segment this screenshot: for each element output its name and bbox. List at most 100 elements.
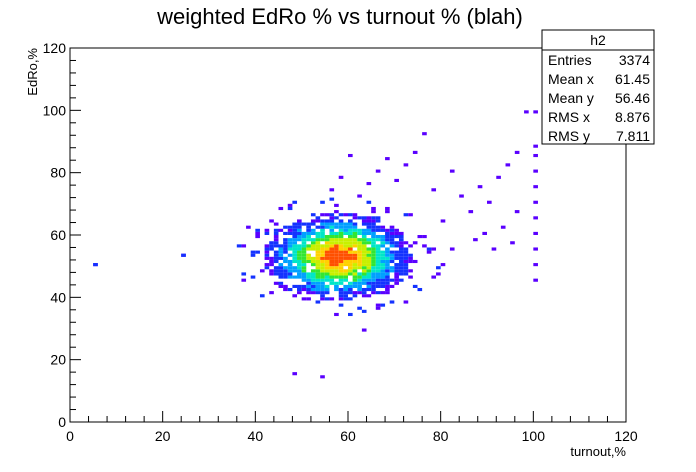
- heatmap-bin: [361, 244, 367, 248]
- heatmap-bin: [292, 269, 298, 273]
- heatmap-bin: [371, 287, 376, 292]
- heatmap-bin: [408, 259, 413, 264]
- heatmap-bin: [380, 250, 386, 254]
- heatmap-bin: [352, 228, 358, 232]
- heatmap-bin: [380, 238, 386, 242]
- heatmap-bin: [343, 294, 348, 298]
- heatmap-bin: [297, 272, 302, 276]
- heatmap-bin: [338, 291, 344, 295]
- heatmap-bin: [338, 250, 344, 254]
- heatmap-bin: [320, 375, 325, 379]
- heatmap-bin: [310, 244, 316, 248]
- heatmap-bin: [352, 225, 358, 229]
- heatmap-bin: [334, 284, 339, 288]
- heatmap-bin: [283, 238, 288, 242]
- heatmap-bin: [352, 275, 358, 279]
- heatmap-bin: [533, 185, 538, 189]
- heatmap-bin: [315, 275, 321, 279]
- heatmap-bin: [375, 272, 381, 276]
- heatmap-bin: [283, 275, 288, 279]
- heatmap-bin: [385, 253, 390, 257]
- heatmap-bin: [357, 244, 362, 248]
- heatmap-bin: [375, 303, 381, 307]
- heatmap-bin: [310, 256, 316, 260]
- heatmap-bin: [320, 228, 325, 232]
- heatmap-bin: [338, 297, 344, 301]
- heatmap-bin: [315, 225, 321, 229]
- heatmap-bin: [348, 225, 353, 229]
- heatmap-bin: [366, 269, 372, 273]
- heatmap-bin: [320, 244, 325, 248]
- heatmap-bin: [357, 238, 362, 242]
- heatmap-bin: [361, 256, 367, 260]
- heatmap-bin: [380, 272, 386, 276]
- heatmap-bin: [269, 263, 274, 267]
- heatmap-bin: [273, 238, 279, 242]
- heatmap-bin: [338, 175, 344, 179]
- heatmap-bin: [292, 222, 298, 226]
- heatmap-bin: [315, 250, 321, 254]
- heatmap-bin: [292, 200, 298, 204]
- heatmap-bin: [348, 272, 353, 276]
- heatmap-bin: [301, 247, 307, 251]
- heatmap-bin: [334, 216, 339, 220]
- heatmap-bin: [385, 287, 390, 292]
- heatmap-bin: [352, 238, 358, 242]
- heatmap-bin: [389, 231, 395, 235]
- heatmap-bin: [320, 219, 325, 223]
- heatmap-bin: [436, 272, 441, 276]
- heatmap-bin: [366, 219, 372, 223]
- heatmap-bin: [366, 238, 372, 242]
- heatmap-bin: [324, 219, 330, 223]
- x-tick-label: 40: [248, 428, 264, 444]
- heatmap-bin: [375, 238, 381, 242]
- heatmap-bin: [357, 256, 362, 260]
- heatmap-bin: [324, 263, 330, 267]
- heatmap-bin: [320, 247, 325, 251]
- heatmap-bin: [338, 235, 344, 239]
- heatmap-bin: [273, 241, 279, 245]
- heatmap-bin: [500, 225, 506, 229]
- heatmap-bin: [315, 231, 321, 235]
- heatmap-bin: [297, 287, 302, 292]
- heatmap-bin: [301, 259, 307, 264]
- heatmap-bin: [297, 244, 302, 248]
- heatmap-bin: [366, 182, 372, 186]
- heatmap-bin: [380, 256, 386, 260]
- heatmap-bin: [426, 247, 432, 251]
- heatmap-bin: [306, 238, 311, 242]
- heatmap-bin: [301, 256, 307, 260]
- heatmap-bin: [389, 228, 395, 232]
- heatmap-bin: [292, 250, 298, 254]
- stats-row-value: 7.811: [616, 128, 650, 144]
- heatmap-bin: [408, 269, 413, 273]
- heatmap-bin: [412, 259, 418, 264]
- heatmap-bin: [329, 266, 335, 270]
- heatmap-bin: [361, 241, 367, 245]
- heatmap-bin: [338, 253, 344, 257]
- heatmap-bin: [283, 272, 288, 276]
- heatmap-bin: [338, 278, 344, 282]
- heatmap-bin: [371, 256, 376, 260]
- heatmap-bin: [320, 213, 325, 217]
- heatmap-bin: [283, 259, 288, 264]
- heatmap-bin: [297, 250, 302, 254]
- heatmap-bin: [287, 241, 293, 245]
- heatmap-bin: [283, 231, 288, 235]
- heatmap-bin: [394, 244, 399, 248]
- heatmap-bin: [371, 241, 376, 245]
- heatmap-bin: [324, 275, 330, 279]
- heatmap-bin: [380, 253, 386, 257]
- heatmap-bin: [278, 281, 284, 285]
- heatmap-bin: [459, 194, 464, 198]
- heatmap-bin: [398, 278, 404, 282]
- heatmap-bin: [403, 241, 409, 245]
- heatmap-bin: [329, 281, 335, 285]
- stats-row-value: 61.45: [615, 71, 650, 87]
- heatmap-bin: [394, 278, 399, 282]
- x-axis-title: turnout,%: [570, 444, 626, 459]
- heatmap-bin: [403, 253, 409, 257]
- heatmap-bin: [361, 272, 367, 276]
- heatmap-bin: [533, 144, 538, 148]
- heatmap-bin: [361, 216, 367, 220]
